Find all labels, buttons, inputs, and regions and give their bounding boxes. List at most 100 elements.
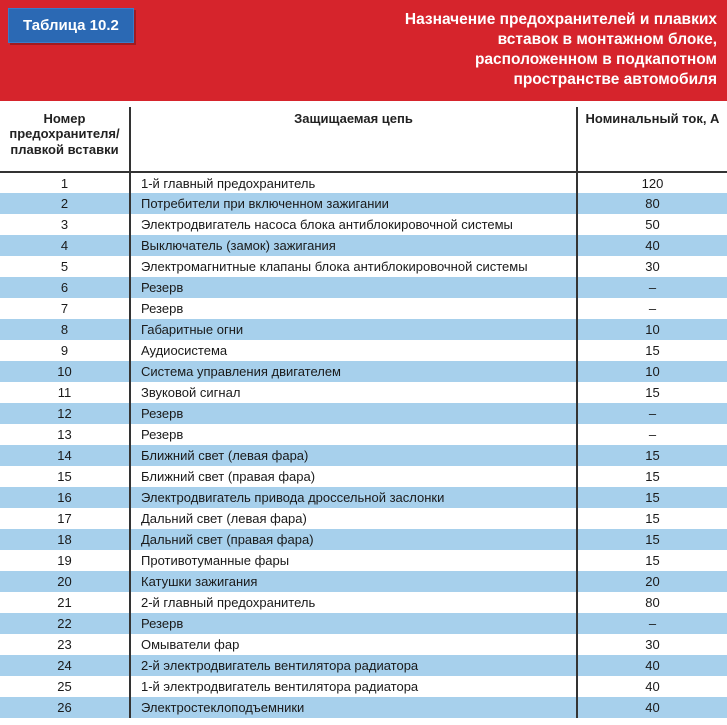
table-row: 12Резерв–: [0, 403, 727, 424]
cell-amp: 40: [577, 676, 727, 697]
cell-amp: 40: [577, 235, 727, 256]
table-row: 3Электродвигатель насоса блока антиблоки…: [0, 214, 727, 235]
table-label-tag: Таблица 10.2: [8, 8, 134, 43]
cell-amp: 15: [577, 550, 727, 571]
cell-amp: 50: [577, 214, 727, 235]
cell-circuit: Ближний свет (левая фара): [130, 445, 577, 466]
cell-amp: 80: [577, 592, 727, 613]
cell-amp: 15: [577, 382, 727, 403]
cell-number: 6: [0, 277, 130, 298]
cell-number: 4: [0, 235, 130, 256]
col-header-number: Номер предохранителя/ плавкой вставки: [0, 107, 130, 173]
table-row: 11-й главный предохранитель120: [0, 172, 727, 193]
cell-number: 22: [0, 613, 130, 634]
cell-circuit: Система управления двигателем: [130, 361, 577, 382]
cell-number: 18: [0, 529, 130, 550]
cell-circuit: Габаритные огни: [130, 319, 577, 340]
cell-amp: 40: [577, 697, 727, 718]
cell-amp: 20: [577, 571, 727, 592]
title-line-1: Назначение предохранителей и плавких: [405, 11, 717, 28]
table-row: 8Габаритные огни10: [0, 319, 727, 340]
cell-circuit: Потребители при включенном зажигании: [130, 193, 577, 214]
table-row: 18Дальний свет (правая фара)15: [0, 529, 727, 550]
cell-circuit: Дальний свет (правая фара): [130, 529, 577, 550]
table-row: 17Дальний свет (левая фара)15: [0, 508, 727, 529]
cell-number: 11: [0, 382, 130, 403]
table-body: 11-й главный предохранитель1202Потребите…: [0, 172, 727, 718]
cell-circuit: Электромагнитные клапаны блока антиблоки…: [130, 256, 577, 277]
table-row: 22Резерв–: [0, 613, 727, 634]
cell-circuit: Резерв: [130, 403, 577, 424]
cell-circuit: 1-й электродвигатель вентилятора радиато…: [130, 676, 577, 697]
table-row: 14Ближний свет (левая фара)15: [0, 445, 727, 466]
cell-circuit: Выключатель (замок) зажигания: [130, 235, 577, 256]
table-row: 15Ближний свет (правая фара)15: [0, 466, 727, 487]
cell-amp: 15: [577, 466, 727, 487]
cell-circuit: Резерв: [130, 613, 577, 634]
cell-number: 3: [0, 214, 130, 235]
title-line-2: вставок в монтажном блоке,: [498, 31, 717, 48]
header-bar: Таблица 10.2 Назначение предохранителей …: [0, 0, 727, 101]
cell-amp: 10: [577, 319, 727, 340]
table-row: 242-й электродвигатель вентилятора радиа…: [0, 655, 727, 676]
cell-circuit: Ближний свет (правая фара): [130, 466, 577, 487]
cell-amp: –: [577, 424, 727, 445]
cell-amp: 15: [577, 340, 727, 361]
table-row: 10Система управления двигателем10: [0, 361, 727, 382]
table-row: 251-й электродвигатель вентилятора радиа…: [0, 676, 727, 697]
cell-number: 26: [0, 697, 130, 718]
cell-number: 16: [0, 487, 130, 508]
table-row: 23Омыватели фар30: [0, 634, 727, 655]
cell-circuit: 2-й главный предохранитель: [130, 592, 577, 613]
cell-number: 5: [0, 256, 130, 277]
cell-circuit: Противотуманные фары: [130, 550, 577, 571]
cell-amp: 15: [577, 487, 727, 508]
cell-amp: 15: [577, 445, 727, 466]
cell-amp: 120: [577, 172, 727, 193]
cell-circuit: Резерв: [130, 424, 577, 445]
cell-number: 7: [0, 298, 130, 319]
cell-number: 24: [0, 655, 130, 676]
cell-number: 23: [0, 634, 130, 655]
cell-circuit: Катушки зажигания: [130, 571, 577, 592]
cell-circuit: Резерв: [130, 277, 577, 298]
cell-circuit: 1-й главный предохранитель: [130, 172, 577, 193]
table-row: 20Катушки зажигания20: [0, 571, 727, 592]
table-row: 5Электромагнитные клапаны блока антиблок…: [0, 256, 727, 277]
cell-circuit: Электродвигатель привода дроссельной зас…: [130, 487, 577, 508]
cell-number: 2: [0, 193, 130, 214]
cell-circuit: Аудиосистема: [130, 340, 577, 361]
table-header-row: Номер предохранителя/ плавкой вставки За…: [0, 107, 727, 173]
cell-circuit: Омыватели фар: [130, 634, 577, 655]
table-row: 13Резерв–: [0, 424, 727, 445]
header-title: Назначение предохранителей и плавких вст…: [134, 8, 717, 91]
cell-amp: 15: [577, 508, 727, 529]
cell-amp: –: [577, 403, 727, 424]
table-row: 26Электростеклоподъемники40: [0, 697, 727, 718]
cell-circuit: 2-й электродвигатель вентилятора радиато…: [130, 655, 577, 676]
cell-number: 21: [0, 592, 130, 613]
cell-number: 10: [0, 361, 130, 382]
table-row: 4Выключатель (замок) зажигания40: [0, 235, 727, 256]
table-row: 16Электродвигатель привода дроссельной з…: [0, 487, 727, 508]
cell-circuit: Электродвигатель насоса блока антиблокир…: [130, 214, 577, 235]
cell-amp: –: [577, 613, 727, 634]
table-row: 6Резерв–: [0, 277, 727, 298]
table-row: 212-й главный предохранитель80: [0, 592, 727, 613]
cell-circuit: Дальний свет (левая фара): [130, 508, 577, 529]
cell-amp: –: [577, 298, 727, 319]
cell-number: 20: [0, 571, 130, 592]
title-line-3: расположенном в подкапотном: [475, 51, 717, 68]
cell-amp: –: [577, 277, 727, 298]
cell-amp: 15: [577, 529, 727, 550]
table-row: 2Потребители при включенном зажигании80: [0, 193, 727, 214]
cell-number: 25: [0, 676, 130, 697]
cell-amp: 10: [577, 361, 727, 382]
cell-number: 14: [0, 445, 130, 466]
cell-amp: 30: [577, 256, 727, 277]
cell-number: 19: [0, 550, 130, 571]
table-row: 19Противотуманные фары15: [0, 550, 727, 571]
cell-number: 8: [0, 319, 130, 340]
cell-number: 1: [0, 172, 130, 193]
col-header-amp: Номинальный ток, А: [577, 107, 727, 173]
